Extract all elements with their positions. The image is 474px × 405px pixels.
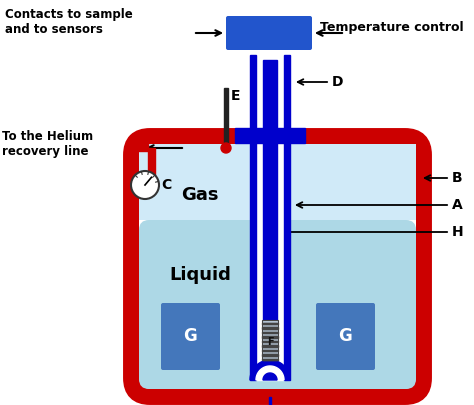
Bar bbox=[130, 135, 140, 143]
Bar bbox=[263, 327, 277, 329]
FancyBboxPatch shape bbox=[226, 16, 312, 50]
Text: To the Helium
recovery line: To the Helium recovery line bbox=[2, 130, 93, 158]
Polygon shape bbox=[250, 360, 290, 380]
FancyBboxPatch shape bbox=[139, 144, 416, 389]
Bar bbox=[139, 144, 416, 220]
Bar bbox=[262, 332, 278, 333]
Text: D: D bbox=[332, 75, 344, 89]
Text: Gas: Gas bbox=[181, 186, 219, 204]
Text: A: A bbox=[452, 198, 463, 212]
FancyBboxPatch shape bbox=[161, 303, 220, 370]
Text: G: G bbox=[338, 327, 352, 345]
Text: G: G bbox=[183, 327, 197, 345]
Text: F: F bbox=[267, 337, 273, 347]
Text: C: C bbox=[161, 178, 171, 192]
Bar bbox=[284, 55, 290, 380]
Circle shape bbox=[221, 143, 231, 153]
Bar bbox=[263, 336, 277, 338]
Bar bbox=[263, 323, 277, 324]
FancyBboxPatch shape bbox=[130, 135, 425, 398]
Polygon shape bbox=[263, 373, 277, 380]
Bar bbox=[130, 144, 148, 151]
Bar bbox=[263, 350, 277, 351]
Bar bbox=[262, 341, 278, 342]
Bar bbox=[148, 148, 155, 175]
Bar bbox=[262, 345, 278, 347]
Bar bbox=[262, 323, 278, 324]
Bar bbox=[262, 327, 278, 329]
Bar bbox=[263, 332, 277, 333]
Text: Temperature control: Temperature control bbox=[320, 21, 464, 34]
Bar bbox=[269, 397, 271, 405]
Text: B: B bbox=[452, 171, 463, 185]
Bar bbox=[235, 128, 305, 143]
Bar bbox=[263, 354, 277, 356]
Bar bbox=[256, 55, 284, 380]
Bar bbox=[262, 358, 278, 360]
Text: H: H bbox=[452, 225, 464, 239]
Bar bbox=[224, 88, 228, 145]
Bar bbox=[262, 336, 278, 338]
Bar bbox=[250, 55, 256, 380]
Bar bbox=[263, 345, 277, 347]
Text: Liquid: Liquid bbox=[169, 266, 231, 284]
FancyBboxPatch shape bbox=[316, 303, 375, 370]
Bar bbox=[262, 320, 278, 360]
Bar bbox=[263, 341, 277, 342]
Text: Contacts to sample
and to sensors: Contacts to sample and to sensors bbox=[5, 8, 133, 36]
FancyBboxPatch shape bbox=[139, 220, 416, 389]
Circle shape bbox=[131, 171, 159, 199]
Polygon shape bbox=[256, 366, 284, 380]
Bar bbox=[262, 354, 278, 356]
Bar bbox=[262, 350, 278, 351]
Bar bbox=[263, 60, 277, 375]
Bar bbox=[263, 358, 277, 360]
Text: E: E bbox=[231, 89, 240, 103]
